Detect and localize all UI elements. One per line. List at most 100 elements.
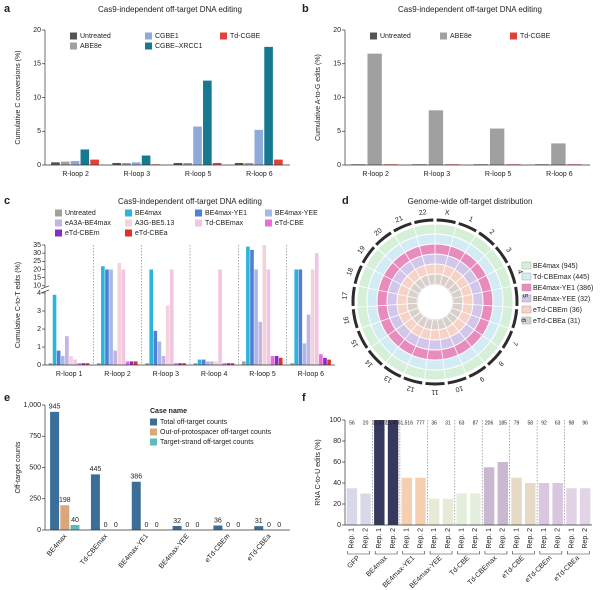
- chromosome-label: 13: [383, 374, 393, 384]
- data-label: 0: [267, 522, 271, 529]
- data-label: 0: [277, 522, 281, 529]
- chromosome-arc: [458, 222, 477, 233]
- panel-label: a: [4, 3, 11, 15]
- bar: [551, 143, 566, 165]
- bar: [125, 361, 130, 365]
- bar: [121, 269, 126, 365]
- bar: [141, 155, 151, 165]
- data-label: 31: [255, 518, 263, 525]
- legend-swatch: [370, 32, 377, 40]
- chromosome-arc: [514, 286, 519, 307]
- chromosome-label: 21: [394, 215, 404, 225]
- chromosome-label: 8: [497, 359, 505, 367]
- legend-label: Td-CGBE: [520, 33, 551, 40]
- bar: [246, 246, 250, 365]
- y-tick-label: 60: [333, 459, 341, 466]
- bar: [278, 357, 283, 365]
- replicate-label: Rep. 1: [458, 528, 465, 549]
- bar: [428, 110, 444, 165]
- legend-label: A3G-BE5.13: [135, 220, 174, 227]
- legend-label: eTd-CBE: [275, 220, 304, 227]
- replicate-label: Rep. 1: [376, 528, 383, 549]
- y-tick-label: 80: [333, 438, 341, 445]
- bar: [96, 363, 101, 365]
- bar: [52, 294, 57, 365]
- legend-swatch: [195, 209, 202, 217]
- cell-count: 206: [485, 420, 494, 426]
- chromosome-label: 2: [488, 229, 496, 237]
- chromosome-label: 11: [431, 388, 438, 395]
- bar: [133, 361, 138, 365]
- strip-range: [497, 462, 509, 525]
- bar: [193, 126, 202, 165]
- x-tick-label: R-loop 3: [424, 171, 451, 178]
- legend-swatch: [125, 219, 132, 227]
- bar: [254, 269, 258, 365]
- replicate-label: Rep. 1: [486, 528, 493, 549]
- legend-swatch: [55, 209, 62, 217]
- data-label: 445: [90, 466, 102, 473]
- x-tick-label: eTd-CBEa: [246, 533, 272, 563]
- cell-count: 56: [349, 420, 355, 426]
- strip-range: [387, 420, 399, 525]
- legend-swatch: [265, 209, 272, 217]
- x-tick-label: eTd-CBEm: [204, 533, 232, 564]
- chromosome-arc: [393, 222, 412, 233]
- data-label: 0: [104, 522, 108, 529]
- bar: [50, 411, 60, 530]
- group-bracket: [567, 551, 590, 555]
- bar: [81, 363, 86, 365]
- legend-label: Total off-target counts: [160, 419, 228, 426]
- bar: [214, 361, 218, 365]
- y-tick-label: 10: [33, 283, 41, 290]
- chromosome-label: 14: [364, 358, 375, 369]
- bar: [197, 359, 202, 365]
- bar: [48, 363, 53, 365]
- bar: [222, 363, 226, 365]
- chromosome-divider: [446, 315, 486, 364]
- chromosome-divider: [449, 312, 500, 348]
- replicate-label: Rep. 1: [541, 528, 548, 549]
- bar: [131, 481, 141, 530]
- bar: [73, 359, 77, 365]
- chromosome-arc: [468, 365, 487, 378]
- bar: [218, 269, 222, 365]
- y-axis-label: Off-target counts: [15, 441, 22, 494]
- group-label: Td-CBE: [449, 555, 472, 578]
- y-tick-label: 15: [33, 274, 41, 281]
- y-tick-label: 30: [33, 250, 41, 257]
- replicate-label: Rep. 2: [390, 528, 397, 549]
- cell-count: 63: [459, 420, 465, 426]
- cell-count: 58: [527, 420, 533, 426]
- x-tick-label: R-loop 4: [201, 371, 228, 378]
- bar: [250, 249, 254, 365]
- y-tick-label: 250: [29, 496, 41, 503]
- y-tick-label: 5: [337, 128, 341, 135]
- bar: [210, 361, 214, 365]
- y-tick-label: 10: [333, 94, 341, 101]
- legend-swatch: [55, 229, 62, 237]
- legend-label: Td-CBEmax: [205, 220, 244, 227]
- x-tick-label: R-loop 2: [362, 171, 389, 178]
- chromosome-arc: [351, 309, 359, 329]
- strip-range: [566, 488, 577, 525]
- x-tick-label: BE4max-YEE: [158, 533, 191, 571]
- chromosome-arc: [501, 330, 514, 349]
- data-label: 0: [114, 522, 118, 529]
- chromosome-arc: [478, 231, 495, 246]
- cell-count: 15,007: [372, 420, 388, 426]
- group-label: eTd-CBE: [501, 555, 527, 581]
- chart-title: Cas9-independent off-target DNA editing: [118, 197, 262, 206]
- legend-label: Target-strand off-target counts: [160, 439, 254, 446]
- bar: [244, 162, 254, 165]
- replicate-label: Rep. 1: [568, 528, 575, 549]
- replicate-label: Rep. 2: [445, 528, 452, 549]
- data-label: 0: [155, 522, 159, 529]
- legend-swatch: [195, 219, 202, 227]
- cell-count: 96: [582, 420, 588, 426]
- chart-title: Cas9-independent off-target DNA editing: [398, 5, 542, 14]
- y-tick-label: 10: [33, 94, 41, 101]
- legend-label: Untreated: [380, 33, 411, 40]
- chromosome-divider: [360, 307, 419, 329]
- bar: [234, 162, 244, 165]
